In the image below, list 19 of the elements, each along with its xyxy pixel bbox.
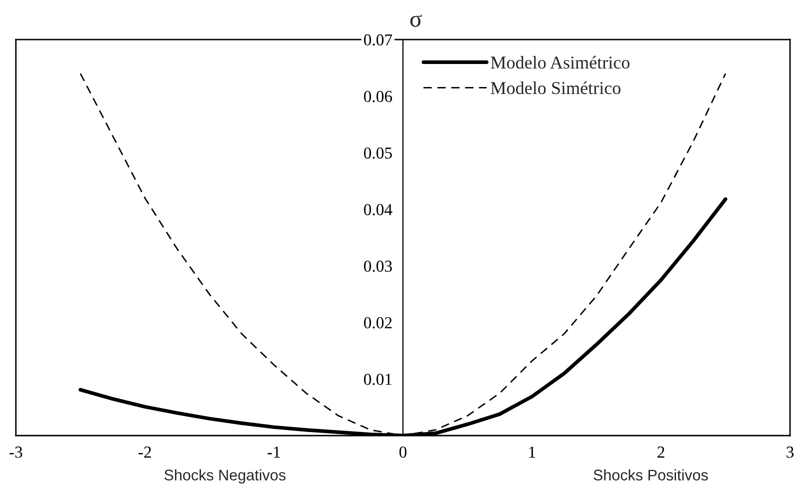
x-tick-label: 0 — [399, 446, 406, 458]
y-tick-label: 0.03 — [364, 260, 392, 272]
x-tick-label: -1 — [268, 446, 280, 458]
y-tick-label: 0.07 — [364, 34, 392, 46]
y-tick-label: 0.01 — [364, 374, 392, 386]
x-tick-label: 3 — [786, 446, 794, 458]
y-tick-label: 0.06 — [364, 90, 392, 102]
y-tick-label: 0.02 — [364, 317, 392, 328]
legend-label: Modelo Simétrico — [490, 81, 620, 94]
y-axis-title: σ — [410, 14, 422, 27]
x-tick-label: 2 — [658, 446, 664, 458]
x-tick-label: -3 — [10, 446, 22, 458]
text: Shocks Positivos — [594, 469, 708, 480]
x-tick-label: -2 — [138, 446, 151, 458]
y-tick-label: 0.05 — [364, 147, 392, 159]
text: Shocks Negativos — [164, 469, 286, 484]
legend-label: Modelo Asimétrico — [490, 56, 630, 69]
x-tick-label: 1 — [529, 446, 536, 458]
y-tick-label: 0.04 — [364, 204, 392, 216]
